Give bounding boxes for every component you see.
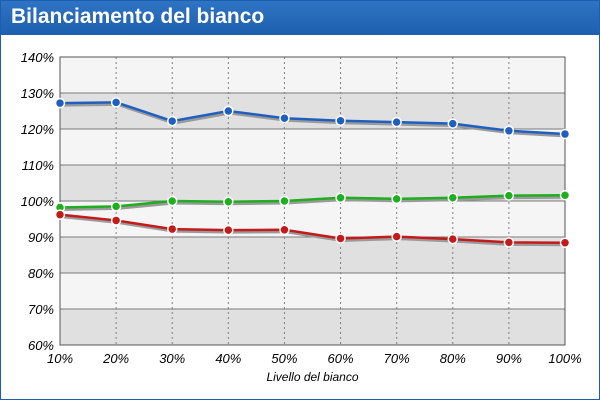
- data-point: [503, 125, 515, 137]
- data-point: [447, 118, 459, 129]
- plot-border: [59, 56, 566, 346]
- chart-title: Bilanciamento del bianco: [11, 5, 265, 28]
- series-line: [59, 101, 566, 136]
- data-point: [54, 97, 66, 109]
- x-tick-label: 90%: [496, 351, 522, 366]
- title-bar: Bilanciamento del bianco: [1, 1, 599, 35]
- plot-band: [60, 129, 565, 165]
- data-point: [503, 190, 515, 201]
- data-point: [335, 192, 346, 204]
- y-tick-label: 100%: [21, 194, 54, 209]
- data-point: [110, 97, 122, 108]
- x-tick-label: 10%: [47, 351, 73, 366]
- data-point: [279, 195, 290, 207]
- plot-band: [60, 57, 565, 93]
- data-point: [391, 116, 402, 128]
- plot-band: [60, 165, 565, 201]
- y-tick-label: 110%: [22, 158, 54, 173]
- x-tick-label: 100%: [548, 351, 581, 366]
- y-tick-label: 140%: [21, 50, 54, 65]
- data-point: [391, 231, 402, 242]
- y-tick-label: 90%: [28, 230, 54, 245]
- data-point: [335, 233, 346, 244]
- series-line: [59, 193, 566, 209]
- plot-band: [60, 273, 565, 309]
- data-point: [223, 105, 234, 117]
- x-tick-label: 70%: [384, 351, 410, 366]
- series-line-shadow: [61, 195, 567, 211]
- data-point: [279, 224, 290, 236]
- series-line: [59, 213, 566, 245]
- y-tick-label: 80%: [28, 266, 54, 281]
- x-tick-label: 40%: [215, 351, 241, 366]
- y-tick-label: 130%: [21, 86, 54, 101]
- x-axis-label: Livello del bianco: [266, 370, 358, 384]
- x-tick-label: 80%: [440, 351, 466, 366]
- data-point: [166, 195, 178, 207]
- data-point: [559, 128, 571, 140]
- data-point: [391, 193, 402, 205]
- data-point: [166, 223, 178, 235]
- data-point: [223, 224, 234, 236]
- x-tick-label: 60%: [328, 351, 354, 366]
- x-tick-label: 20%: [102, 351, 129, 366]
- data-point: [110, 201, 122, 212]
- data-point: [503, 237, 515, 248]
- data-point: [223, 196, 234, 207]
- series-line-shadow: [61, 102, 567, 138]
- data-point: [447, 233, 459, 245]
- plot-band: [60, 309, 565, 345]
- data-point: [447, 192, 459, 204]
- data-point: [110, 215, 122, 226]
- y-tick-label: 70%: [28, 302, 54, 317]
- data-point: [335, 115, 346, 126]
- data-point: [279, 112, 290, 124]
- y-tick-label: 120%: [21, 122, 54, 137]
- series-line-shadow: [61, 215, 567, 247]
- y-tick-label: 60%: [28, 338, 54, 353]
- data-point: [54, 209, 66, 220]
- data-point: [559, 237, 571, 249]
- x-tick-label: 30%: [159, 351, 185, 366]
- data-point: [559, 189, 571, 201]
- data-point: [166, 115, 178, 127]
- x-tick-label: 50%: [271, 351, 297, 366]
